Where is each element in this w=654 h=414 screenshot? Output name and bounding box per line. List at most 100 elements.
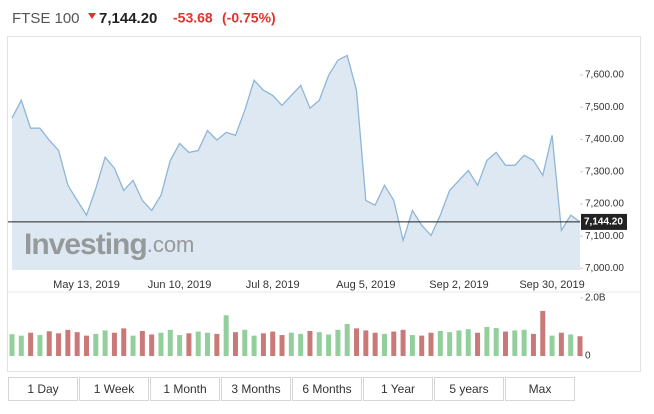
volume-bar: [419, 335, 425, 356]
watermark-brand: Investing: [24, 228, 147, 261]
down-arrow: [88, 13, 96, 19]
volume-bar: [232, 332, 238, 356]
volume-bar: [456, 330, 462, 356]
range-button[interactable]: 1 Year: [363, 377, 433, 401]
volume-bar: [205, 332, 211, 356]
volume-bar: [149, 334, 155, 356]
volume-bar: [409, 335, 415, 356]
last-price-box: [581, 213, 627, 230]
volume-bar: [307, 330, 313, 356]
volume-bar: [242, 329, 248, 356]
chart: FTSE 100 7,144.20 -53.68 (-0.75%) 7,000.…: [7, 10, 641, 372]
last-price-label: 7,144.20: [584, 217, 623, 228]
volume-bar: [260, 333, 266, 356]
volume-bar: [139, 330, 145, 356]
volume-bar: [130, 335, 136, 356]
volume-bar: [493, 328, 499, 356]
volume-bar: [381, 333, 387, 356]
volume-bar: [316, 332, 322, 356]
volume-bar: [475, 332, 481, 356]
range-button[interactable]: Max: [505, 377, 575, 401]
x-tick-label: Sep 30, 2019: [519, 279, 584, 291]
volume-bar: [372, 332, 378, 356]
volume-bar: [56, 333, 62, 356]
volume-bar: [549, 335, 555, 356]
volume-bar: [568, 334, 574, 356]
range-button[interactable]: 1 Day: [8, 377, 78, 401]
area: [12, 55, 580, 271]
price-line: [11, 54, 581, 243]
x-tick-label: Aug 5, 2019: [336, 279, 395, 291]
volume-bar: [111, 332, 117, 356]
volume-bar: [102, 330, 108, 356]
y-tick-label: 7,200.00: [585, 199, 624, 210]
volume-bar: [121, 328, 127, 356]
volume-bar: [484, 326, 490, 356]
volume-bar: [326, 334, 332, 356]
y-tick-label: 2.0B: [585, 292, 606, 303]
watermark-suffix: .com: [147, 232, 195, 257]
x-tick-label: Sep 2, 2019: [429, 279, 488, 291]
y-tick-label: 7,500.00: [585, 102, 624, 113]
volume-bar: [465, 329, 471, 356]
volume-bar: [18, 335, 24, 356]
volume-bar: [251, 335, 257, 356]
volume-bar: [447, 332, 453, 356]
volume-bar: [177, 335, 183, 356]
range-button[interactable]: 1 Month: [150, 377, 220, 401]
volume-bar: [400, 329, 406, 356]
y-tick-label: 7,000.00: [585, 263, 624, 274]
volume-bar: [223, 315, 229, 356]
volume-bar: [214, 333, 220, 356]
volume-bar: [558, 332, 564, 356]
volume-bar: [186, 333, 192, 356]
price: 7,144.20: [99, 10, 157, 27]
frame: [7, 36, 641, 372]
y-tick-label: 7,600.00: [585, 70, 624, 81]
volume-bar: [65, 329, 71, 356]
x-tick-label: Jul 8, 2019: [246, 279, 300, 291]
volume-bar: [46, 331, 52, 356]
range-button[interactable]: 6 Months: [292, 377, 362, 401]
volume-bar: [270, 331, 276, 356]
change: -53.68: [173, 10, 213, 26]
volume-bar: [279, 335, 285, 356]
x-tick-label: May 13, 2019: [53, 279, 120, 291]
volume-bar: [428, 332, 434, 356]
range-button[interactable]: 1 Week: [79, 377, 149, 401]
volume-bar: [363, 330, 369, 356]
range-button[interactable]: 5 years: [434, 377, 504, 401]
volume-bar: [521, 329, 527, 356]
y-tick-label: 7,100.00: [585, 231, 624, 242]
volume-bar: [530, 333, 536, 356]
volume-bar: [74, 332, 80, 356]
volume-bar: [158, 332, 164, 356]
volume-bar: [288, 332, 294, 356]
volume-bar: [503, 331, 509, 356]
volume-bar: [93, 333, 99, 356]
y-tick-label: 7,400.00: [585, 134, 624, 145]
index-name: FTSE 100: [12, 10, 80, 27]
volume-bar: [437, 330, 443, 356]
volume-bar: [195, 331, 201, 356]
change-pct: (-0.75%): [222, 10, 276, 26]
volume-bar: [540, 310, 546, 356]
volume-bar: [28, 332, 34, 356]
volume-bar: [335, 329, 341, 356]
volume-bar: [344, 324, 350, 356]
volume-bar: [9, 334, 15, 356]
volume-bar: [391, 331, 397, 356]
volume-bar: [577, 336, 583, 356]
volume-bar: [37, 335, 43, 356]
volume-bar: [167, 329, 173, 356]
volume-bar: [512, 330, 518, 356]
volume-bar: [298, 333, 304, 356]
watermark: Investing.com: [24, 228, 194, 261]
y-tick-label: 0: [585, 351, 591, 362]
x-tick-label: Jun 10, 2019: [148, 279, 212, 291]
volume-bar: [83, 335, 89, 356]
volume-bar: [354, 328, 360, 356]
range-button[interactable]: 3 Months: [221, 377, 291, 401]
y-tick-label: 7,300.00: [585, 166, 624, 177]
